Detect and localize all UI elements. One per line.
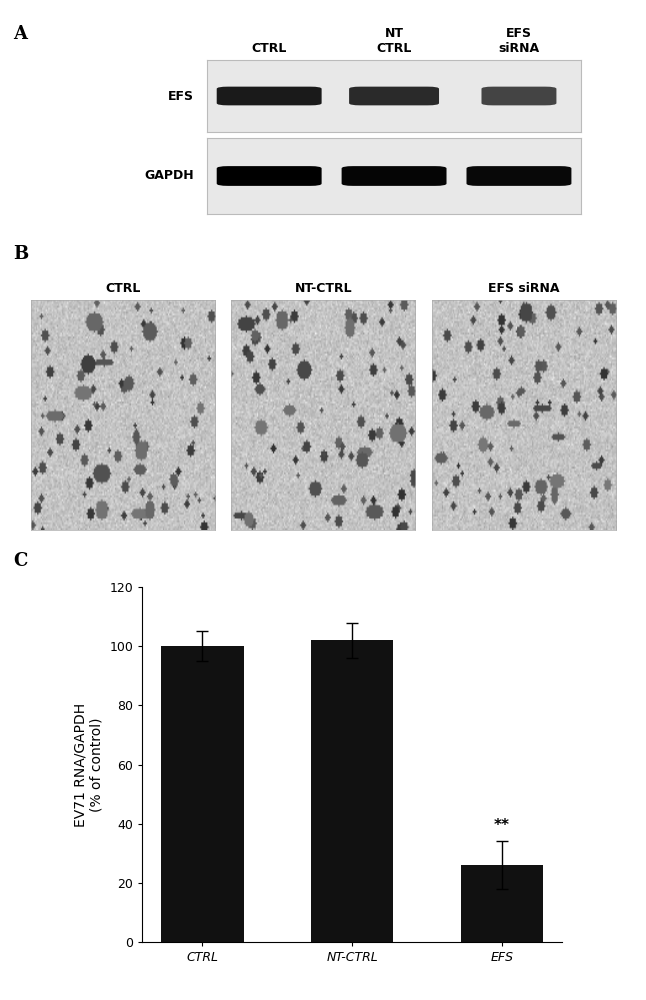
- Text: C: C: [13, 552, 27, 570]
- Text: B: B: [13, 245, 28, 263]
- Text: CTRL: CTRL: [251, 42, 287, 55]
- Text: GAPDH: GAPDH: [144, 169, 194, 182]
- Text: CTRL: CTRL: [105, 282, 141, 295]
- Text: EFS
siRNA: EFS siRNA: [499, 27, 539, 55]
- Text: NT
CTRL: NT CTRL: [377, 27, 412, 55]
- Text: A: A: [13, 25, 27, 43]
- Text: EFS: EFS: [168, 90, 194, 103]
- Bar: [461, 865, 543, 942]
- FancyBboxPatch shape: [216, 166, 322, 186]
- FancyBboxPatch shape: [216, 87, 322, 105]
- Text: EFS siRNA: EFS siRNA: [488, 282, 559, 295]
- FancyBboxPatch shape: [466, 166, 572, 186]
- FancyBboxPatch shape: [349, 87, 439, 105]
- Y-axis label: EV71 RNA/GAPDH
(% of control): EV71 RNA/GAPDH (% of control): [74, 702, 103, 827]
- Bar: [311, 640, 393, 942]
- FancyBboxPatch shape: [481, 87, 556, 105]
- Bar: [162, 646, 244, 942]
- FancyBboxPatch shape: [342, 166, 446, 186]
- Text: **: **: [494, 818, 510, 833]
- Text: NT-CTRL: NT-CTRL: [295, 282, 352, 295]
